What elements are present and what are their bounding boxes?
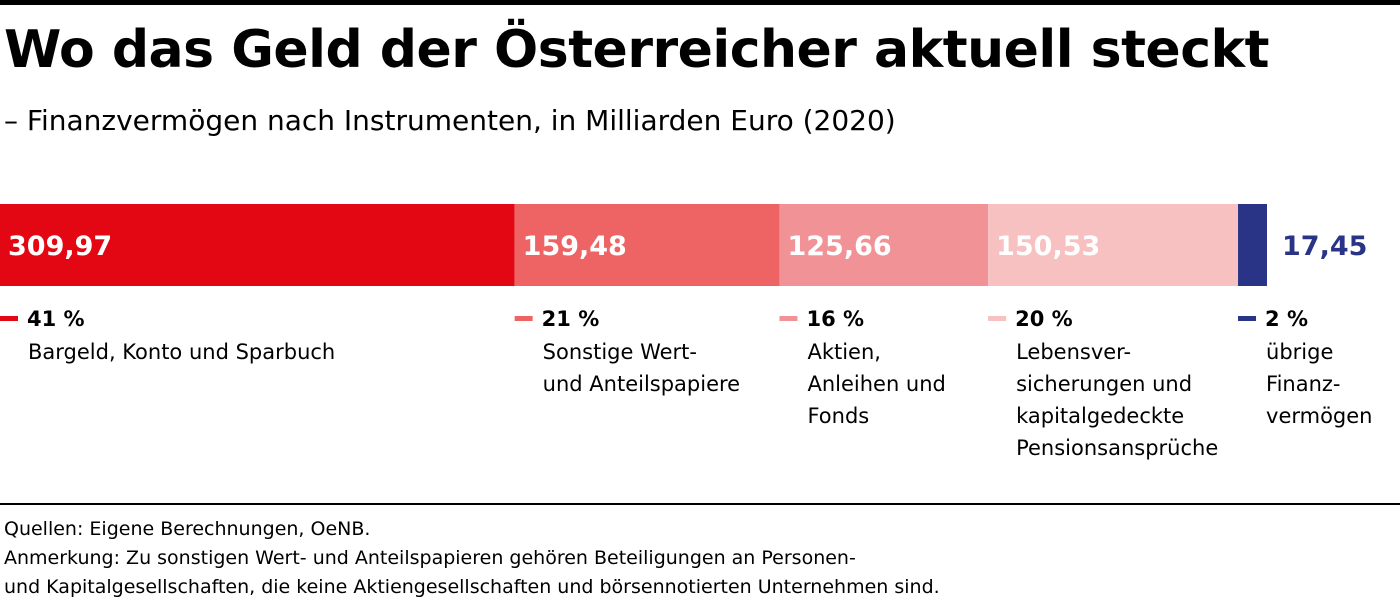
bar-segment-sonstige-wert-und-anteilspapiere [514, 204, 780, 286]
category-label-aktien-anleihen-und-fonds: Aktien, Anleihen und Fonds [807, 340, 945, 428]
source-note: Quellen: Eigene Berechnungen, OeNB. [4, 518, 371, 540]
value-label-aktien-anleihen-und-fonds: 125,66 [787, 231, 891, 262]
legend-swatch-sonstige-wert-und-anteilspapiere [514, 316, 533, 321]
value-label-lebensversicherungen-und-kapitalgedeckte-pensionsanspruche: 150,53 [996, 231, 1100, 262]
chart-title: Wo das Geld der Österreicher aktuell ste… [4, 20, 1269, 80]
bar-segment-aktien-anleihen-und-fonds [779, 204, 989, 286]
bottom-rule [0, 503, 1400, 505]
chart-subtitle: – Finanzvermögen nach Instrumenten, in M… [4, 104, 896, 137]
legend-swatch-lebensversicherungen-und-kapitalgedeckte-pensionsanspruche [988, 316, 1007, 321]
percent-label-aktien-anleihen-und-fonds: 16 % [806, 307, 864, 331]
percent-label-sonstige-wert-und-anteilspapiere: 21 % [542, 307, 600, 331]
top-rule [0, 0, 1400, 5]
annotation-line-1: Anmerkung: Zu sonstigen Wert- und Anteil… [4, 547, 856, 569]
category-label-ubrige-finanzvermogen: übrige Finanz-vermögen [1266, 340, 1372, 428]
bar-segment-ubrige-finanzvermogen [1238, 204, 1267, 286]
legend-swatch-ubrige-finanzvermogen [1238, 316, 1257, 321]
footer: Quellen: Eigene Berechnungen, OeNB. Anme… [4, 515, 940, 602]
category-label-bargeld-konto-und-sparbuch: Bargeld, Konto und Sparbuch [28, 340, 335, 364]
percent-label-lebensversicherungen-und-kapitalgedeckte-pensionsanspruche: 20 % [1015, 307, 1073, 331]
percent-label-ubrige-finanzvermogen: 2 % [1265, 307, 1308, 331]
category-label-lebensversicherungen-und-kapitalgedeckte-pensionsanspruche: Lebensver-sicherungen und kapitalgedeckte… [1016, 340, 1218, 460]
category-label-sonstige-wert-und-anteilspapiere: Sonstige Wert-und Anteilspapiere [543, 340, 740, 396]
value-label-sonstige-wert-und-anteilspapiere: 159,48 [523, 231, 627, 262]
bar-segment-lebensversicherungen-und-kapitalgedeckte-pensionsanspruche [988, 204, 1239, 286]
value-label-ubrige-finanzvermogen: 17,45 [1282, 231, 1367, 262]
percent-label-bargeld-konto-und-sparbuch: 41 % [27, 307, 85, 331]
stacked-bar-chart: 309,97 41 % Bargeld, Konto und Sparbuch 159… [0, 204, 1373, 460]
bar-segment-bargeld-konto-und-sparbuch [0, 204, 515, 286]
value-label-bargeld-konto-und-sparbuch: 309,97 [8, 231, 112, 262]
legend-swatch-aktien-anleihen-und-fonds [779, 316, 798, 321]
legend-swatch-bargeld-konto-und-sparbuch [0, 316, 18, 321]
annotation-line-2: und Kapitalgesellschaften, die keine Akt… [4, 576, 940, 598]
